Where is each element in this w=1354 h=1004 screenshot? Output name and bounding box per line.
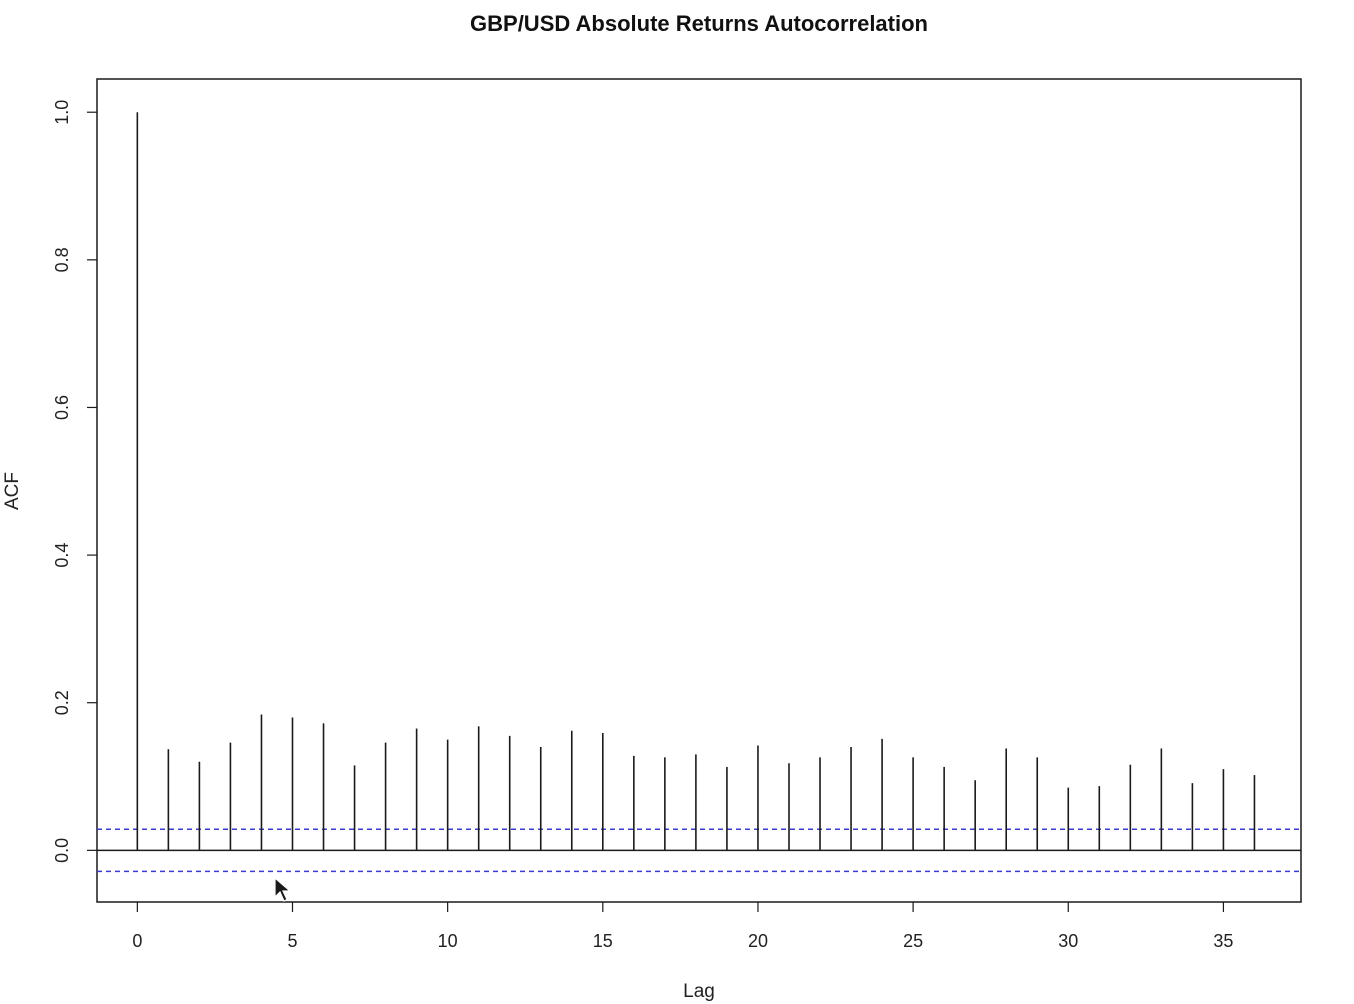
y-tick-label-3: 0.6 [52,395,72,420]
y-tick-label-5: 1.0 [52,100,72,125]
y-tick-label-4: 0.8 [52,247,72,272]
x-axis: 0 5 10 15 20 25 30 35 [132,902,1233,951]
acf-lines [136,112,1256,851]
y-tick-label-1: 0.2 [52,690,72,715]
x-axis-title: Lag [683,981,715,1002]
plot-frame [96,78,1302,903]
x-tick-label-5: 5 [287,931,297,951]
x-tick-label-35: 35 [1213,931,1233,951]
x-tick-label-15: 15 [593,931,613,951]
x-tick-label-20: 20 [748,931,768,951]
confidence-bounds [97,828,1301,873]
y-tick-label-2: 0.4 [52,543,72,568]
x-tick-label-25: 25 [903,931,923,951]
x-tick-label-10: 10 [438,931,458,951]
chart-title: GBP/USD Absolute Returns Autocorrelation [470,11,928,36]
mouse-cursor-icon [274,877,292,902]
x-tick-label-0: 0 [132,931,142,951]
y-axis-title: ACF [2,472,23,510]
y-tick-label-0: 0.0 [52,838,72,863]
y-axis: 0.0 0.2 0.4 0.6 0.8 1.0 [52,100,97,863]
x-tick-label-30: 30 [1058,931,1078,951]
